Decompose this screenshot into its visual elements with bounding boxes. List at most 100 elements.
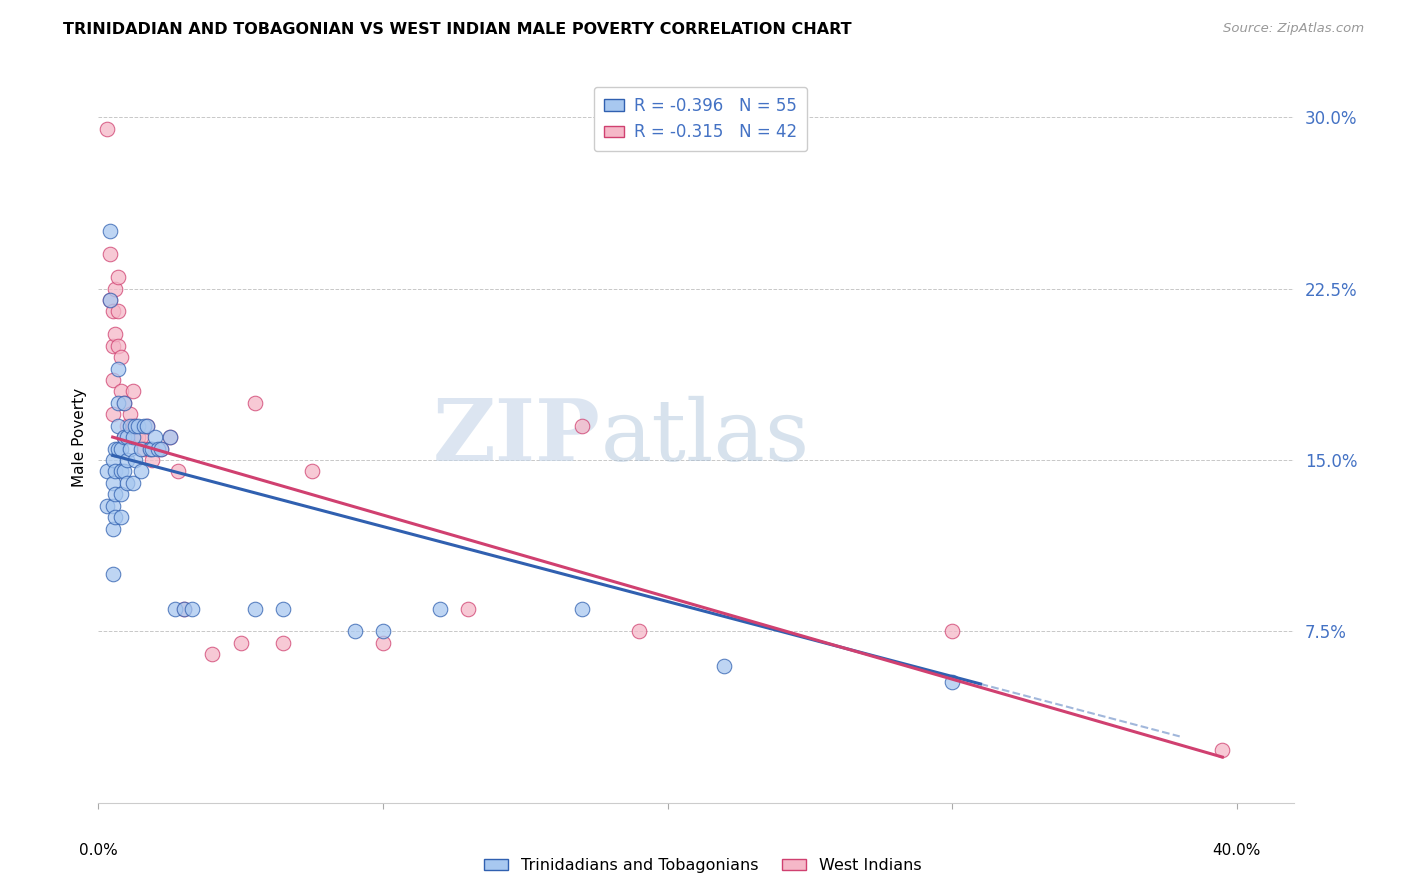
Point: [159, 430, 181, 444]
Point: [112, 430, 135, 444]
Point: [107, 338, 129, 352]
Point: [115, 475, 138, 490]
Point: [571, 418, 593, 433]
Legend: Trinidadians and Tobagonians, West Indians: Trinidadians and Tobagonians, West India…: [478, 852, 928, 880]
Point: [941, 674, 963, 689]
Point: [457, 601, 479, 615]
Text: ZIP: ZIP: [433, 395, 600, 479]
Point: [132, 418, 155, 433]
Point: [107, 361, 129, 376]
Point: [150, 442, 173, 456]
Point: [148, 442, 170, 456]
Point: [110, 464, 132, 478]
Point: [101, 373, 124, 387]
Point: [159, 430, 181, 444]
Point: [112, 430, 135, 444]
Text: TRINIDADIAN AND TOBAGONIAN VS WEST INDIAN MALE POVERTY CORRELATION CHART: TRINIDADIAN AND TOBAGONIAN VS WEST INDIA…: [63, 22, 852, 37]
Point: [135, 418, 157, 433]
Point: [98, 247, 121, 261]
Text: Source: ZipAtlas.com: Source: ZipAtlas.com: [1223, 22, 1364, 36]
Point: [628, 624, 651, 639]
Point: [138, 442, 160, 456]
Point: [110, 510, 132, 524]
Point: [107, 304, 129, 318]
Point: [96, 499, 118, 513]
Point: [173, 601, 195, 615]
Point: [941, 624, 963, 639]
Point: [343, 624, 366, 639]
Point: [96, 464, 118, 478]
Point: [107, 442, 129, 456]
Point: [429, 601, 451, 615]
Point: [129, 442, 152, 456]
Point: [107, 418, 129, 433]
Point: [110, 442, 132, 456]
Point: [127, 430, 149, 444]
Point: [118, 407, 141, 421]
Point: [229, 636, 252, 650]
Y-axis label: Male Poverty: Male Poverty: [72, 387, 87, 487]
Point: [118, 442, 141, 456]
Point: [101, 499, 124, 513]
Point: [371, 636, 394, 650]
Point: [110, 384, 132, 399]
Point: [167, 464, 190, 478]
Point: [98, 293, 121, 307]
Point: [101, 521, 124, 535]
Point: [124, 453, 146, 467]
Point: [101, 407, 124, 421]
Point: [273, 601, 295, 615]
Point: [115, 430, 138, 444]
Point: [104, 442, 127, 456]
Point: [201, 647, 224, 661]
Point: [104, 327, 127, 342]
Point: [165, 601, 187, 615]
Point: [104, 281, 127, 295]
Point: [107, 396, 129, 410]
Point: [124, 418, 146, 433]
Point: [101, 475, 124, 490]
Text: 0.0%: 0.0%: [79, 843, 118, 858]
Point: [301, 464, 323, 478]
Point: [110, 487, 132, 501]
Point: [115, 418, 138, 433]
Point: [118, 418, 141, 433]
Point: [121, 418, 143, 433]
Point: [104, 510, 127, 524]
Point: [273, 636, 295, 650]
Point: [107, 270, 129, 285]
Point: [96, 121, 118, 136]
Point: [112, 396, 135, 410]
Point: [713, 658, 735, 673]
Point: [181, 601, 204, 615]
Point: [101, 338, 124, 352]
Point: [143, 430, 166, 444]
Point: [150, 442, 173, 456]
Point: [104, 487, 127, 501]
Point: [124, 430, 146, 444]
Point: [112, 396, 135, 410]
Point: [115, 453, 138, 467]
Text: 40.0%: 40.0%: [1212, 843, 1261, 858]
Point: [110, 350, 132, 364]
Point: [1211, 743, 1233, 757]
Point: [173, 601, 195, 615]
Point: [127, 418, 149, 433]
Point: [101, 453, 124, 467]
Text: atlas: atlas: [600, 395, 810, 479]
Point: [132, 442, 155, 456]
Point: [101, 304, 124, 318]
Point: [138, 442, 160, 456]
Point: [141, 453, 163, 467]
Point: [121, 430, 143, 444]
Point: [571, 601, 593, 615]
Point: [101, 567, 124, 582]
Point: [141, 442, 163, 456]
Point: [121, 384, 143, 399]
Point: [121, 475, 143, 490]
Point: [104, 464, 127, 478]
Point: [243, 601, 266, 615]
Point: [112, 464, 135, 478]
Point: [129, 430, 152, 444]
Point: [98, 293, 121, 307]
